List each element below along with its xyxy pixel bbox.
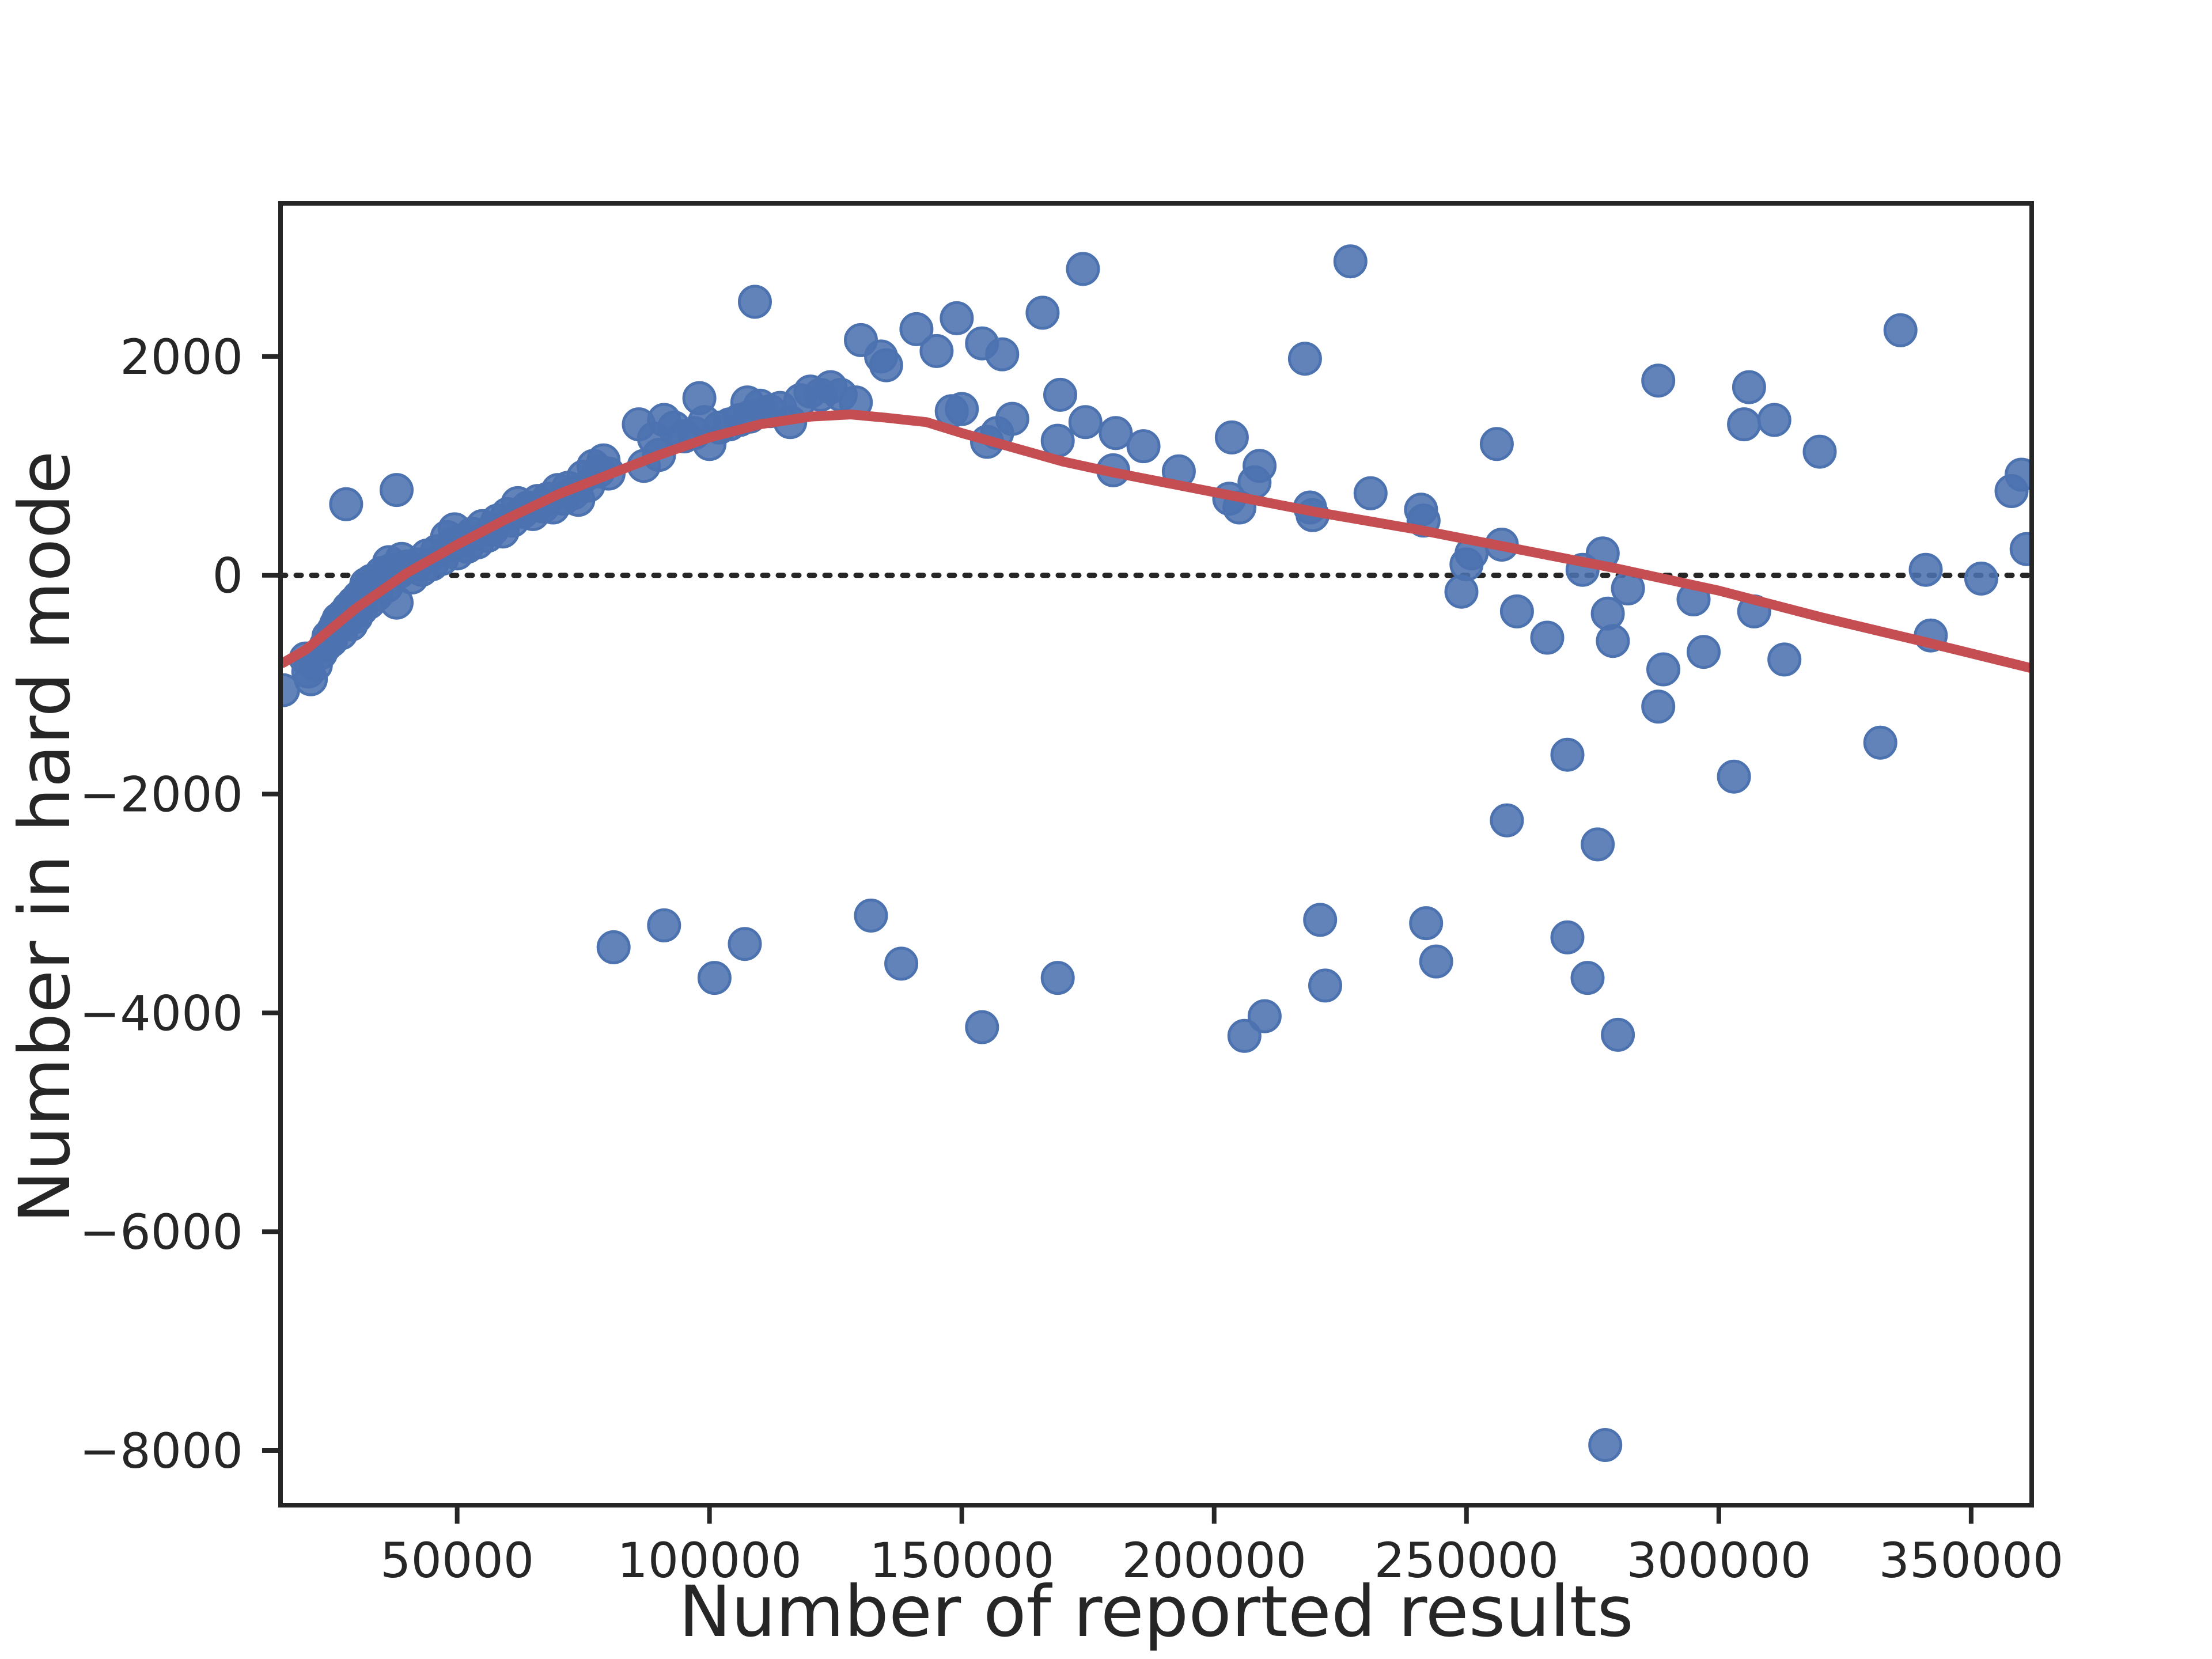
scatter-point [728, 927, 762, 961]
scatter-point [1308, 968, 1342, 1003]
scatter-point [1581, 827, 1615, 862]
y-tick-label: 0 [213, 548, 243, 604]
scatter-point [1126, 429, 1161, 464]
scatter-point [1767, 642, 1802, 677]
scatter-point [1646, 652, 1680, 687]
scatter-point [1802, 434, 1837, 469]
scatter-point [1247, 999, 1282, 1033]
axes: 50000 100000 150000 200000 250000 300000 35000… [79, 201, 2064, 1589]
x-tick-label: 350000 [1879, 1532, 2064, 1589]
y-axis-title: Number in hard mode [4, 450, 86, 1223]
scatter-point [1757, 403, 1791, 437]
scatter-point [1043, 377, 1077, 412]
scatter-point [2009, 532, 2032, 566]
scatter-point [1419, 944, 1453, 979]
scatter-point [329, 487, 363, 521]
y-tick-label: −8000 [79, 1423, 243, 1479]
scatter-point [1040, 423, 1075, 458]
scatter-point [697, 961, 732, 995]
scatter-point [1601, 1017, 1635, 1052]
scatter-point [1732, 370, 1766, 404]
scatter-point [1570, 961, 1605, 995]
x-tick-label: 100000 [617, 1532, 802, 1589]
scatter-point [884, 946, 919, 981]
scatter-point [1499, 594, 1534, 628]
scatter-point [1353, 476, 1388, 510]
scatter-point [1303, 903, 1338, 937]
scatter-point [899, 312, 934, 346]
scatter-point [1066, 252, 1100, 286]
scatter-point [1409, 906, 1444, 941]
fit-line [281, 410, 2032, 673]
scatter-points [281, 244, 2032, 1462]
scatter-point [1863, 725, 1897, 760]
scatter-point [1717, 759, 1751, 794]
x-tick-label: 300000 [1626, 1532, 1811, 1589]
scatter-point [919, 334, 954, 368]
scatter-point [1025, 296, 1060, 330]
scatter-point [1596, 624, 1630, 658]
plot-frame [278, 201, 2034, 1508]
x-axis-title: Number of reported results [679, 1571, 1634, 1653]
y-tick-label: −6000 [79, 1204, 243, 1260]
scatter-point [1883, 313, 1918, 347]
scatter-point [1530, 620, 1565, 655]
scatter-point [1040, 961, 1075, 995]
scatter-point [940, 301, 974, 335]
scatter-point [380, 473, 414, 507]
y-tick-label: −2000 [79, 767, 243, 823]
scatter-point [995, 402, 1029, 436]
scatter-point [2005, 457, 2032, 492]
scatter-point [1099, 416, 1133, 450]
scatter-point [854, 898, 888, 933]
scatter-point [1588, 1428, 1623, 1462]
scatter-point [1227, 1018, 1262, 1053]
scatter-point [1333, 244, 1368, 279]
x-tick-label: 150000 [869, 1532, 1054, 1589]
x-tick-label: 250000 [1374, 1532, 1559, 1589]
y-tick-label: 2000 [120, 329, 243, 385]
scatter-point [945, 392, 979, 426]
scatter-point [1590, 596, 1625, 631]
scatter-point [1641, 363, 1676, 398]
scatter-point [1214, 420, 1249, 454]
scatter-point [596, 930, 631, 964]
scatter-point [1550, 737, 1585, 772]
scatter-point [1964, 561, 1998, 596]
scatter-point [985, 337, 1020, 372]
scatter-point [1479, 427, 1514, 461]
x-tick-label: 50000 [380, 1532, 534, 1589]
scatter-point [1727, 407, 1762, 442]
scatter-point [965, 1010, 999, 1044]
scatter-point [738, 285, 772, 319]
scatter-point [1444, 574, 1479, 609]
y-tick-label: −4000 [79, 985, 243, 1041]
scatter-point [647, 908, 681, 942]
scatter-point [1641, 690, 1676, 724]
scatter-point [869, 348, 903, 382]
fit-line-layer [281, 410, 2032, 673]
scatter-point [1287, 342, 1322, 376]
scatter-point [1490, 803, 1524, 838]
x-tick-label: 200000 [1122, 1532, 1306, 1589]
scatter-point [1068, 405, 1103, 440]
scatter-point [1550, 920, 1585, 955]
scatter-point [1908, 552, 1943, 587]
scatter-point [1687, 635, 1721, 669]
scatter-point [1243, 449, 1277, 483]
